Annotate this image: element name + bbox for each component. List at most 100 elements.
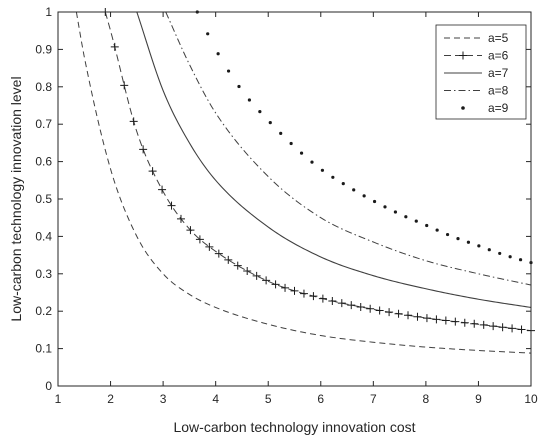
y-tick-label: 0.7 (35, 117, 52, 131)
plus-marker (224, 255, 233, 264)
series-line (136, 11, 532, 309)
plus-marker (404, 311, 413, 320)
x-tick-label: 10 (524, 392, 538, 406)
x-tick-label: 8 (423, 392, 430, 406)
data-point (435, 228, 439, 232)
legend-entry: a=5 (444, 31, 509, 45)
plus-marker (479, 320, 488, 329)
data-point (310, 160, 314, 164)
legend-entry: a=7 (444, 66, 509, 80)
plus-marker (366, 304, 375, 313)
legend: a=5 a=6 a=7 a=8 a=9 (435, 24, 527, 120)
plus-marker (328, 297, 337, 306)
y-tick-label: 0.1 (35, 342, 52, 356)
data-point (299, 151, 304, 155)
plus-marker (299, 289, 308, 298)
plus-marker (158, 185, 167, 194)
data-point (487, 248, 491, 252)
plus-marker (195, 235, 204, 244)
series-a=7 (136, 11, 532, 309)
data-point (289, 141, 293, 146)
plus-marker (441, 316, 450, 325)
data-point (331, 175, 335, 179)
data-point (425, 223, 429, 228)
plus-marker (214, 249, 223, 258)
legend-entry: a=9 (461, 101, 509, 115)
plus-marker (375, 306, 384, 315)
legend-plus-marker (459, 51, 467, 60)
data-point (268, 121, 272, 125)
plus-marker (517, 325, 526, 334)
y-tick-label: 0.3 (35, 267, 52, 281)
plus-marker (252, 271, 261, 280)
plus-marker (489, 322, 498, 331)
plus-marker (129, 117, 138, 126)
y-tick-label: 0 (45, 379, 52, 393)
data-point (456, 237, 460, 241)
plus-marker (413, 312, 422, 321)
plus-marker (337, 299, 346, 308)
legend-label: a=5 (488, 31, 509, 45)
series-line (165, 11, 532, 286)
plus-marker (508, 324, 517, 333)
x-tick-label: 6 (317, 392, 324, 406)
x-tick-label: 2 (107, 392, 114, 406)
plus-marker (460, 318, 469, 327)
x-tick-label: 9 (475, 392, 482, 406)
plus-marker (498, 323, 507, 332)
axis-ticks: 1 2 3 4 5 6 7 8 9 10 0 0.1 0.2 0.3 0.4 0.5 0.6 0.7 0.8 0.9 1 (35, 5, 538, 406)
y-tick-label: 0.8 (35, 80, 52, 94)
plus-marker (233, 261, 242, 270)
data-point (341, 182, 345, 186)
plus-marker (281, 283, 290, 292)
data-point (279, 131, 283, 135)
legend-label: a=6 (488, 49, 509, 63)
data-point (258, 109, 262, 114)
plus-marker (243, 266, 252, 275)
plus-marker (262, 276, 271, 285)
x-tick-label: 3 (160, 392, 167, 406)
data-point (518, 258, 523, 262)
plus-marker (110, 42, 119, 51)
series-line (75, 11, 532, 354)
data-point (362, 194, 366, 198)
plus-marker (120, 81, 129, 90)
plus-marker (139, 145, 148, 154)
y-tick-label: 0.4 (35, 229, 52, 243)
series-curves (75, 8, 535, 354)
x-tick-label: 5 (265, 392, 272, 406)
data-point (477, 244, 481, 248)
legend-label: a=8 (488, 84, 509, 98)
plus-marker (318, 294, 327, 303)
data-point (237, 84, 241, 89)
data-point (226, 69, 231, 73)
y-tick-label: 0.5 (35, 192, 52, 206)
data-point (445, 232, 450, 237)
y-axis-label: Low-carbon technology innovation level (8, 76, 24, 321)
y-tick-label: 0.9 (35, 42, 52, 56)
series-a=8 (165, 11, 532, 286)
plus-marker (205, 242, 214, 251)
series-a=9 (195, 10, 533, 265)
data-point (466, 240, 471, 244)
y-tick-label: 0.6 (35, 155, 52, 169)
data-point (352, 188, 356, 192)
data-point (498, 251, 502, 256)
legend-entry: a=8 (444, 84, 509, 98)
legend-box (435, 24, 527, 120)
plus-marker (385, 308, 394, 317)
plus-marker (470, 319, 479, 328)
plus-marker (309, 292, 318, 301)
x-tick-label: 4 (212, 392, 219, 406)
data-point (383, 205, 387, 209)
data-point (404, 215, 408, 219)
plus-marker (451, 317, 460, 326)
data-point (372, 199, 377, 204)
x-tick-label: 1 (55, 392, 62, 406)
plus-marker (186, 226, 195, 235)
plus-marker (148, 167, 157, 176)
legend-entry: a=6 (444, 49, 509, 63)
plus-marker (290, 286, 299, 295)
plus-marker (432, 315, 441, 324)
plus-marker (394, 309, 403, 318)
